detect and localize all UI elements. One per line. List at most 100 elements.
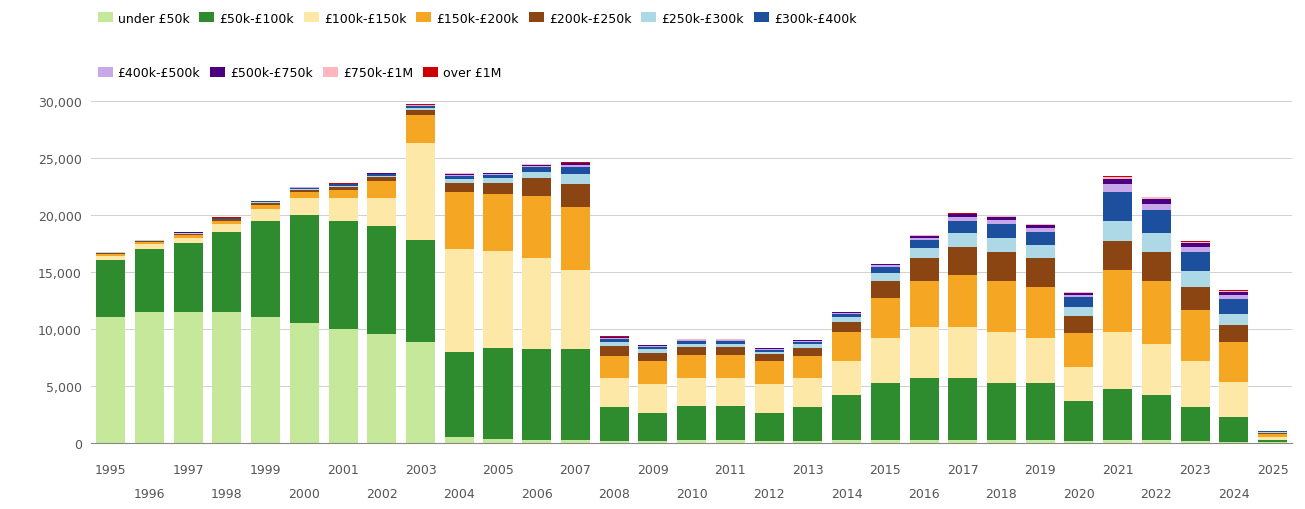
Bar	[1219, 291, 1249, 292]
Bar	[1026, 338, 1054, 384]
Bar	[367, 175, 397, 176]
Bar	[483, 195, 513, 252]
Bar	[716, 441, 745, 443]
Bar	[561, 164, 590, 165]
Bar	[561, 168, 590, 175]
Text: 2024: 2024	[1218, 487, 1250, 500]
Bar	[1103, 177, 1133, 178]
Bar	[1142, 253, 1171, 281]
Bar	[1142, 197, 1171, 198]
Bar	[290, 190, 318, 193]
Bar	[1142, 199, 1171, 204]
Bar	[1258, 437, 1287, 440]
Bar	[329, 329, 358, 443]
Text: 2020: 2020	[1064, 487, 1095, 500]
Text: 2000: 2000	[288, 487, 320, 500]
Bar	[754, 413, 783, 441]
Bar	[251, 204, 281, 205]
Text: 2003: 2003	[405, 463, 436, 476]
Bar	[600, 338, 629, 339]
Bar	[1026, 225, 1054, 229]
Bar	[445, 437, 474, 443]
Bar	[367, 181, 397, 199]
Bar	[793, 341, 822, 342]
Bar	[174, 238, 202, 244]
Bar	[987, 238, 1017, 253]
Text: 2019: 2019	[1024, 463, 1056, 476]
Bar	[987, 281, 1017, 332]
Bar	[1065, 401, 1094, 441]
Bar	[754, 350, 783, 352]
Bar	[174, 244, 202, 312]
Bar	[1026, 441, 1054, 443]
Bar	[793, 345, 822, 348]
Bar	[1219, 417, 1249, 442]
Bar	[677, 378, 706, 407]
Bar	[600, 337, 629, 338]
Bar	[716, 341, 745, 342]
Bar	[1181, 310, 1210, 361]
Bar	[600, 356, 629, 379]
Bar	[290, 215, 318, 324]
Bar	[677, 355, 706, 378]
Bar	[600, 339, 629, 342]
Bar	[522, 165, 551, 166]
Bar	[949, 247, 977, 276]
Bar	[987, 216, 1017, 217]
Bar	[754, 441, 783, 443]
Text: 2010: 2010	[676, 487, 707, 500]
Bar	[870, 273, 900, 281]
Bar	[987, 441, 1017, 443]
Bar	[833, 395, 861, 441]
Bar	[483, 179, 513, 184]
Bar	[910, 259, 938, 281]
Bar	[522, 168, 551, 172]
Bar	[716, 340, 745, 341]
Bar	[1065, 295, 1094, 298]
Bar	[367, 178, 397, 181]
Bar	[329, 221, 358, 329]
Bar	[561, 185, 590, 208]
Bar	[910, 240, 938, 248]
Bar	[97, 318, 125, 443]
Text: 2014: 2014	[831, 487, 863, 500]
Bar	[949, 234, 977, 247]
Bar	[561, 441, 590, 443]
Bar	[987, 384, 1017, 441]
Bar	[1181, 242, 1210, 243]
Bar	[949, 221, 977, 234]
Bar	[793, 379, 822, 407]
Bar	[1103, 185, 1133, 193]
Bar	[949, 378, 977, 441]
Bar	[561, 165, 590, 168]
Bar	[1142, 198, 1171, 199]
Bar	[134, 312, 164, 443]
Bar	[522, 166, 551, 168]
Bar	[987, 332, 1017, 384]
Bar	[716, 378, 745, 407]
Bar	[870, 384, 900, 441]
Bar	[870, 298, 900, 338]
Bar	[949, 217, 977, 221]
Bar	[1142, 281, 1171, 344]
Bar	[638, 347, 667, 350]
Bar	[754, 355, 783, 361]
Bar	[1026, 287, 1054, 338]
Bar	[213, 220, 241, 221]
Bar	[522, 172, 551, 179]
Text: 2023: 2023	[1180, 463, 1211, 476]
Bar	[910, 327, 938, 378]
Bar	[561, 350, 590, 441]
Text: 2021: 2021	[1101, 463, 1134, 476]
Bar	[483, 439, 513, 443]
Bar	[870, 281, 900, 298]
Bar	[600, 342, 629, 347]
Bar	[445, 193, 474, 249]
Text: 2001: 2001	[328, 463, 359, 476]
Bar	[483, 349, 513, 439]
Bar	[251, 202, 281, 203]
Bar	[367, 335, 397, 443]
Bar	[251, 318, 281, 443]
Bar	[1142, 204, 1171, 211]
Bar	[870, 268, 900, 273]
